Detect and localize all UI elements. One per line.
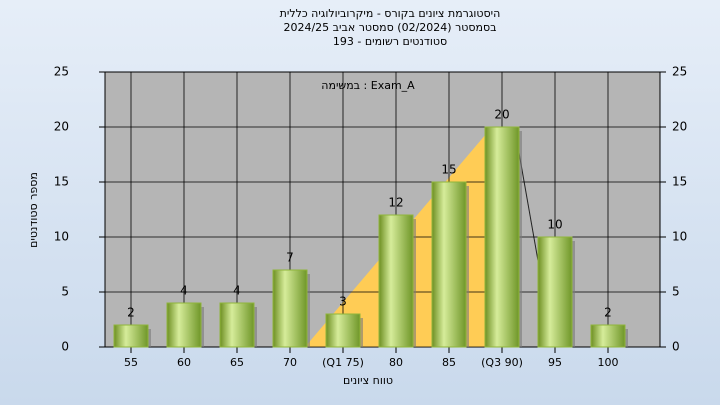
- data-label: 10: [547, 218, 562, 232]
- bar: [272, 269, 308, 348]
- y-tick-label: 0: [61, 340, 69, 354]
- y-tick-label: 15: [54, 175, 69, 189]
- title-line: סטודנטים רשומים - 193: [333, 35, 447, 48]
- data-label: 4: [180, 284, 188, 298]
- y-tick-label: 25: [54, 65, 69, 79]
- y-tick-label: 5: [61, 285, 69, 299]
- bar: [431, 181, 467, 348]
- x-tick-label: 80: [389, 356, 403, 369]
- bar: [378, 214, 414, 348]
- y2-tick-label: 15: [672, 175, 687, 189]
- data-label: 15: [441, 163, 456, 177]
- y2-tick-label: 25: [672, 65, 687, 79]
- y2-tick-label: 0: [672, 340, 680, 354]
- x-tick-label: 65: [230, 356, 244, 369]
- x-tick-label: 60: [177, 356, 191, 369]
- data-label: 7: [286, 251, 294, 265]
- data-label: 20: [494, 108, 509, 122]
- x-tick-label: 55: [124, 356, 138, 369]
- bar: [166, 302, 202, 348]
- data-label: 12: [388, 196, 403, 210]
- bar: [325, 313, 361, 348]
- x-tick-label: 70: [283, 356, 297, 369]
- x-tick-label: (Q1 75): [322, 356, 364, 369]
- bar: [590, 324, 626, 348]
- bar: [219, 302, 255, 348]
- y2-tick-label: 20: [672, 120, 687, 134]
- data-label: 2: [127, 306, 135, 320]
- y-axis-label: מספר סטודנטים: [27, 172, 40, 248]
- y2-tick-label: 5: [672, 285, 680, 299]
- data-label: 2: [604, 306, 612, 320]
- x-tick-label: 85: [442, 356, 456, 369]
- x-axis-label: טווח ציונים: [343, 374, 393, 387]
- data-label: 3: [339, 295, 347, 309]
- bar: [484, 126, 520, 348]
- title-line: היסטוגרמת ציונים בקורס - מיקרוביולוגיה כ…: [280, 7, 501, 20]
- x-tick-label: 100: [598, 356, 619, 369]
- data-label: 4: [233, 284, 241, 298]
- annotation: במשימה : Exam_A: [321, 79, 415, 92]
- y2-tick-label: 10: [672, 230, 687, 244]
- x-tick-label: 95: [548, 356, 562, 369]
- x-tick-label: (Q3 90): [481, 356, 523, 369]
- y-tick-label: 10: [54, 230, 69, 244]
- bar: [113, 324, 149, 348]
- title-line: בסמסטר (02/2024) סמסטר אביב 2024/25: [283, 21, 496, 34]
- bar: [537, 236, 573, 348]
- y-tick-label: 20: [54, 120, 69, 134]
